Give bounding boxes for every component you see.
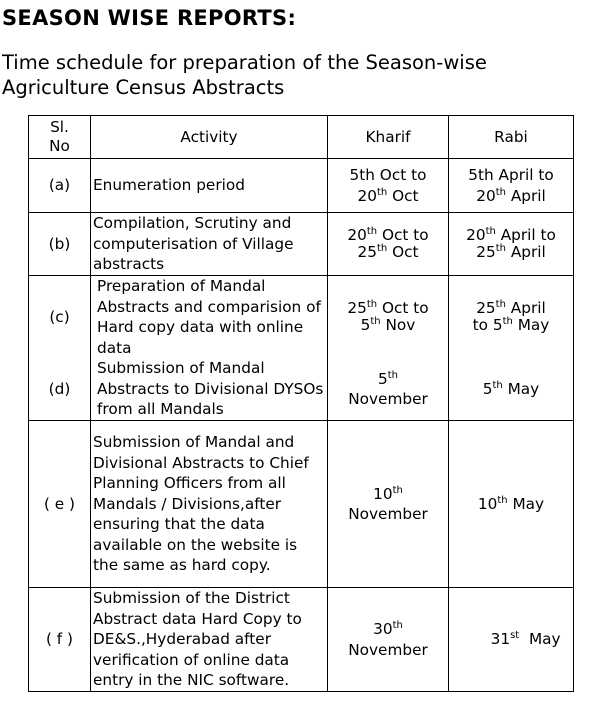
kharif-suffix: th — [376, 186, 388, 198]
kharif-day: 5 — [377, 369, 388, 388]
row-kharif: 5th Oct to 20th Oct — [327, 158, 449, 213]
row-rabi: 31st May — [448, 587, 574, 692]
row-activity: Submission of Mandal Abstracts to Divisi… — [97, 359, 324, 419]
table-row: (b) Compilation, Scrutiny and computeris… — [28, 212, 574, 276]
kharif-day: 30 — [373, 620, 393, 638]
rabi-suffix: th — [485, 226, 496, 237]
kharif-month: Oct — [387, 186, 419, 205]
kharif-month: November — [348, 390, 428, 408]
kharif-day: 10 — [373, 484, 393, 503]
kharif-suffix: th — [376, 243, 388, 254]
row-rabi-cell: 25th April to 5th May 5th May — [448, 275, 574, 421]
header-sl-line1: Sl. — [50, 118, 69, 136]
rabi-suffix: th — [495, 186, 506, 198]
kharif-suffix: th — [387, 369, 398, 381]
row-rabi: 5th May — [451, 358, 571, 420]
row-kharif: 20th Oct to 25th Oct — [327, 212, 449, 276]
rabi-suffix: st — [510, 630, 520, 642]
rabi-suffix: th — [495, 243, 506, 254]
kharif-suffix: th — [366, 299, 378, 310]
rabi-day: 31 — [490, 630, 511, 649]
kharif-day: 5 — [360, 316, 371, 334]
rabi-suffix: th — [492, 379, 503, 391]
rabi-month: April — [505, 186, 546, 205]
row-kharif: 10th November — [327, 420, 449, 588]
header-kharif: Kharif — [327, 115, 449, 159]
row-activity-cell: Preparation of Mandal Abstracts and comp… — [90, 275, 328, 421]
schedule-table: Sl. No Activity Kharif Rabi (a) Enumerat… — [28, 115, 574, 692]
row-kharif: 30th November — [327, 587, 449, 692]
table-row: ( f ) Submission of the District Abstrac… — [28, 587, 574, 692]
rabi-day: 10 — [477, 494, 498, 513]
rabi-text: April — [505, 299, 546, 317]
page-subtitle: Time schedule for preparation of the Sea… — [2, 51, 487, 99]
rabi-month: May — [512, 316, 550, 334]
page-title: SEASON WISE REPORTS: — [2, 6, 297, 30]
rabi-day: 25 — [476, 243, 496, 261]
kharif-day: 25 — [357, 243, 377, 261]
row-kharif: 25th Oct to 5th Nov — [330, 276, 446, 358]
kharif-month: Nov — [380, 316, 416, 334]
kharif-suffix: th — [370, 316, 381, 327]
rabi-month: May — [502, 379, 540, 398]
rabi-day: 25 — [476, 299, 496, 317]
row-rabi: 25th April to 5th May — [451, 276, 571, 358]
row-activity: Submission of Mandal and Divisional Abst… — [90, 420, 328, 588]
row-activity: Submission of the District Abstract data… — [90, 587, 328, 692]
row-sl: (d) — [48, 379, 71, 398]
row-rabi: 10th May — [448, 420, 574, 588]
header-rabi: Rabi — [448, 115, 574, 159]
row-kharif-cell: 25th Oct to 5th Nov 5th November — [327, 275, 449, 421]
row-sl: (c) — [49, 307, 70, 326]
table-header-row: Sl. No Activity Kharif Rabi — [28, 115, 574, 159]
rabi-line1: 5th April to — [468, 166, 554, 184]
header-sl-no: Sl. No — [28, 115, 91, 159]
kharif-month: Oct — [387, 243, 419, 261]
row-activity: Compilation, Scrutiny and computerisatio… — [90, 212, 328, 276]
table-row: ( e ) Submission of Mandal and Divisiona… — [28, 420, 574, 588]
row-sl: ( e ) — [28, 420, 91, 588]
rabi-suffix: th — [502, 316, 513, 327]
kharif-day: 20 — [357, 186, 377, 205]
kharif-text: Oct to — [377, 226, 429, 244]
rabi-day: 20 — [476, 186, 496, 205]
table-row: (a) Enumeration period 5th Oct to 20th O… — [28, 158, 574, 213]
kharif-month: November — [348, 505, 428, 523]
row-rabi: 5th April to 20th April — [448, 158, 574, 213]
kharif-text: Oct to — [377, 299, 429, 317]
rabi-month: April — [505, 243, 546, 261]
kharif-suffix: th — [392, 620, 403, 631]
rabi-suffix: th — [495, 299, 506, 310]
row-sl-cell: (c) (d) — [28, 275, 91, 421]
kharif-month: November — [348, 640, 428, 659]
rabi-day: 5 — [482, 379, 493, 398]
rabi-day: 5 — [492, 316, 503, 334]
header-activity: Activity — [90, 115, 328, 159]
table-row: (c) (d) Preparation of Mandal Abstracts … — [28, 275, 574, 421]
kharif-day: 20 — [347, 226, 367, 244]
rabi-day: 20 — [466, 226, 486, 244]
row-activity: Enumeration period — [90, 158, 328, 213]
kharif-day: 25 — [347, 299, 367, 317]
row-rabi: 20th April to 25th April — [448, 212, 574, 276]
row-sl: (a) — [28, 158, 91, 213]
rabi-text: April to — [495, 226, 556, 244]
rabi-suffix: th — [497, 494, 508, 506]
kharif-line1: 5th Oct to — [349, 166, 427, 184]
row-sl: ( f ) — [28, 587, 91, 692]
row-kharif: 5th November — [330, 358, 446, 420]
row-activity: Preparation of Mandal Abstracts and comp… — [97, 277, 321, 357]
row-sl: (b) — [28, 212, 91, 276]
header-sl-line2: No — [49, 137, 70, 155]
kharif-suffix: th — [366, 226, 378, 237]
rabi-prefix: to — [472, 316, 493, 334]
kharif-suffix: th — [392, 484, 403, 496]
rabi-month: May — [519, 630, 561, 649]
rabi-month: May — [507, 494, 545, 513]
